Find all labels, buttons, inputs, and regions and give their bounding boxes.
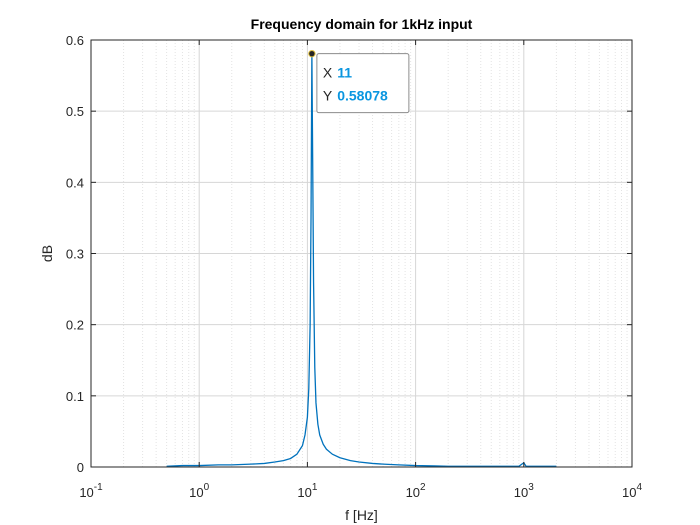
datatip-box [316,53,410,114]
y-tick-label: 0.6 [66,33,84,48]
x-tick-label: 103 [514,482,534,500]
series-line[interactable] [166,53,557,467]
y-tick-label: 0.2 [66,318,84,333]
datatip-x-key: X [323,65,333,81]
datatip-y-row: Y 0.58078 [323,88,388,104]
ticks: 10-1 100 101 102 103 104 0 0.1 0.2 0.3 0.4 0.5 0.6 [66,33,643,500]
y-tick-label: 0.1 [66,389,84,404]
x-tick-label: 104 [622,482,642,500]
y-tick-label: 0.4 [66,175,84,190]
chart-title: Frequency domain for 1kHz input [251,16,473,32]
datatip-x-value: 11 [337,65,352,81]
x-tick-label: 100 [189,482,209,500]
datatip-y-value: 0.58078 [337,88,388,104]
datatip-marker[interactable] [308,49,316,58]
datatip-y-key: Y [323,88,333,104]
x-tick-label: 10-1 [79,482,103,500]
datatip[interactable]: X 11 Y 0.58078 [308,49,410,114]
x-tick-label: 102 [406,482,426,500]
y-tick-label: 0.3 [66,247,84,262]
datatip-x-row: X 11 [323,65,352,81]
y-axis-label: dB [39,245,55,262]
series-group [166,53,557,467]
x-axis-label: f [Hz] [345,507,378,523]
x-tick-label: 101 [297,482,317,500]
y-tick-label: 0.5 [66,104,84,119]
y-tick-label: 0 [77,460,84,475]
